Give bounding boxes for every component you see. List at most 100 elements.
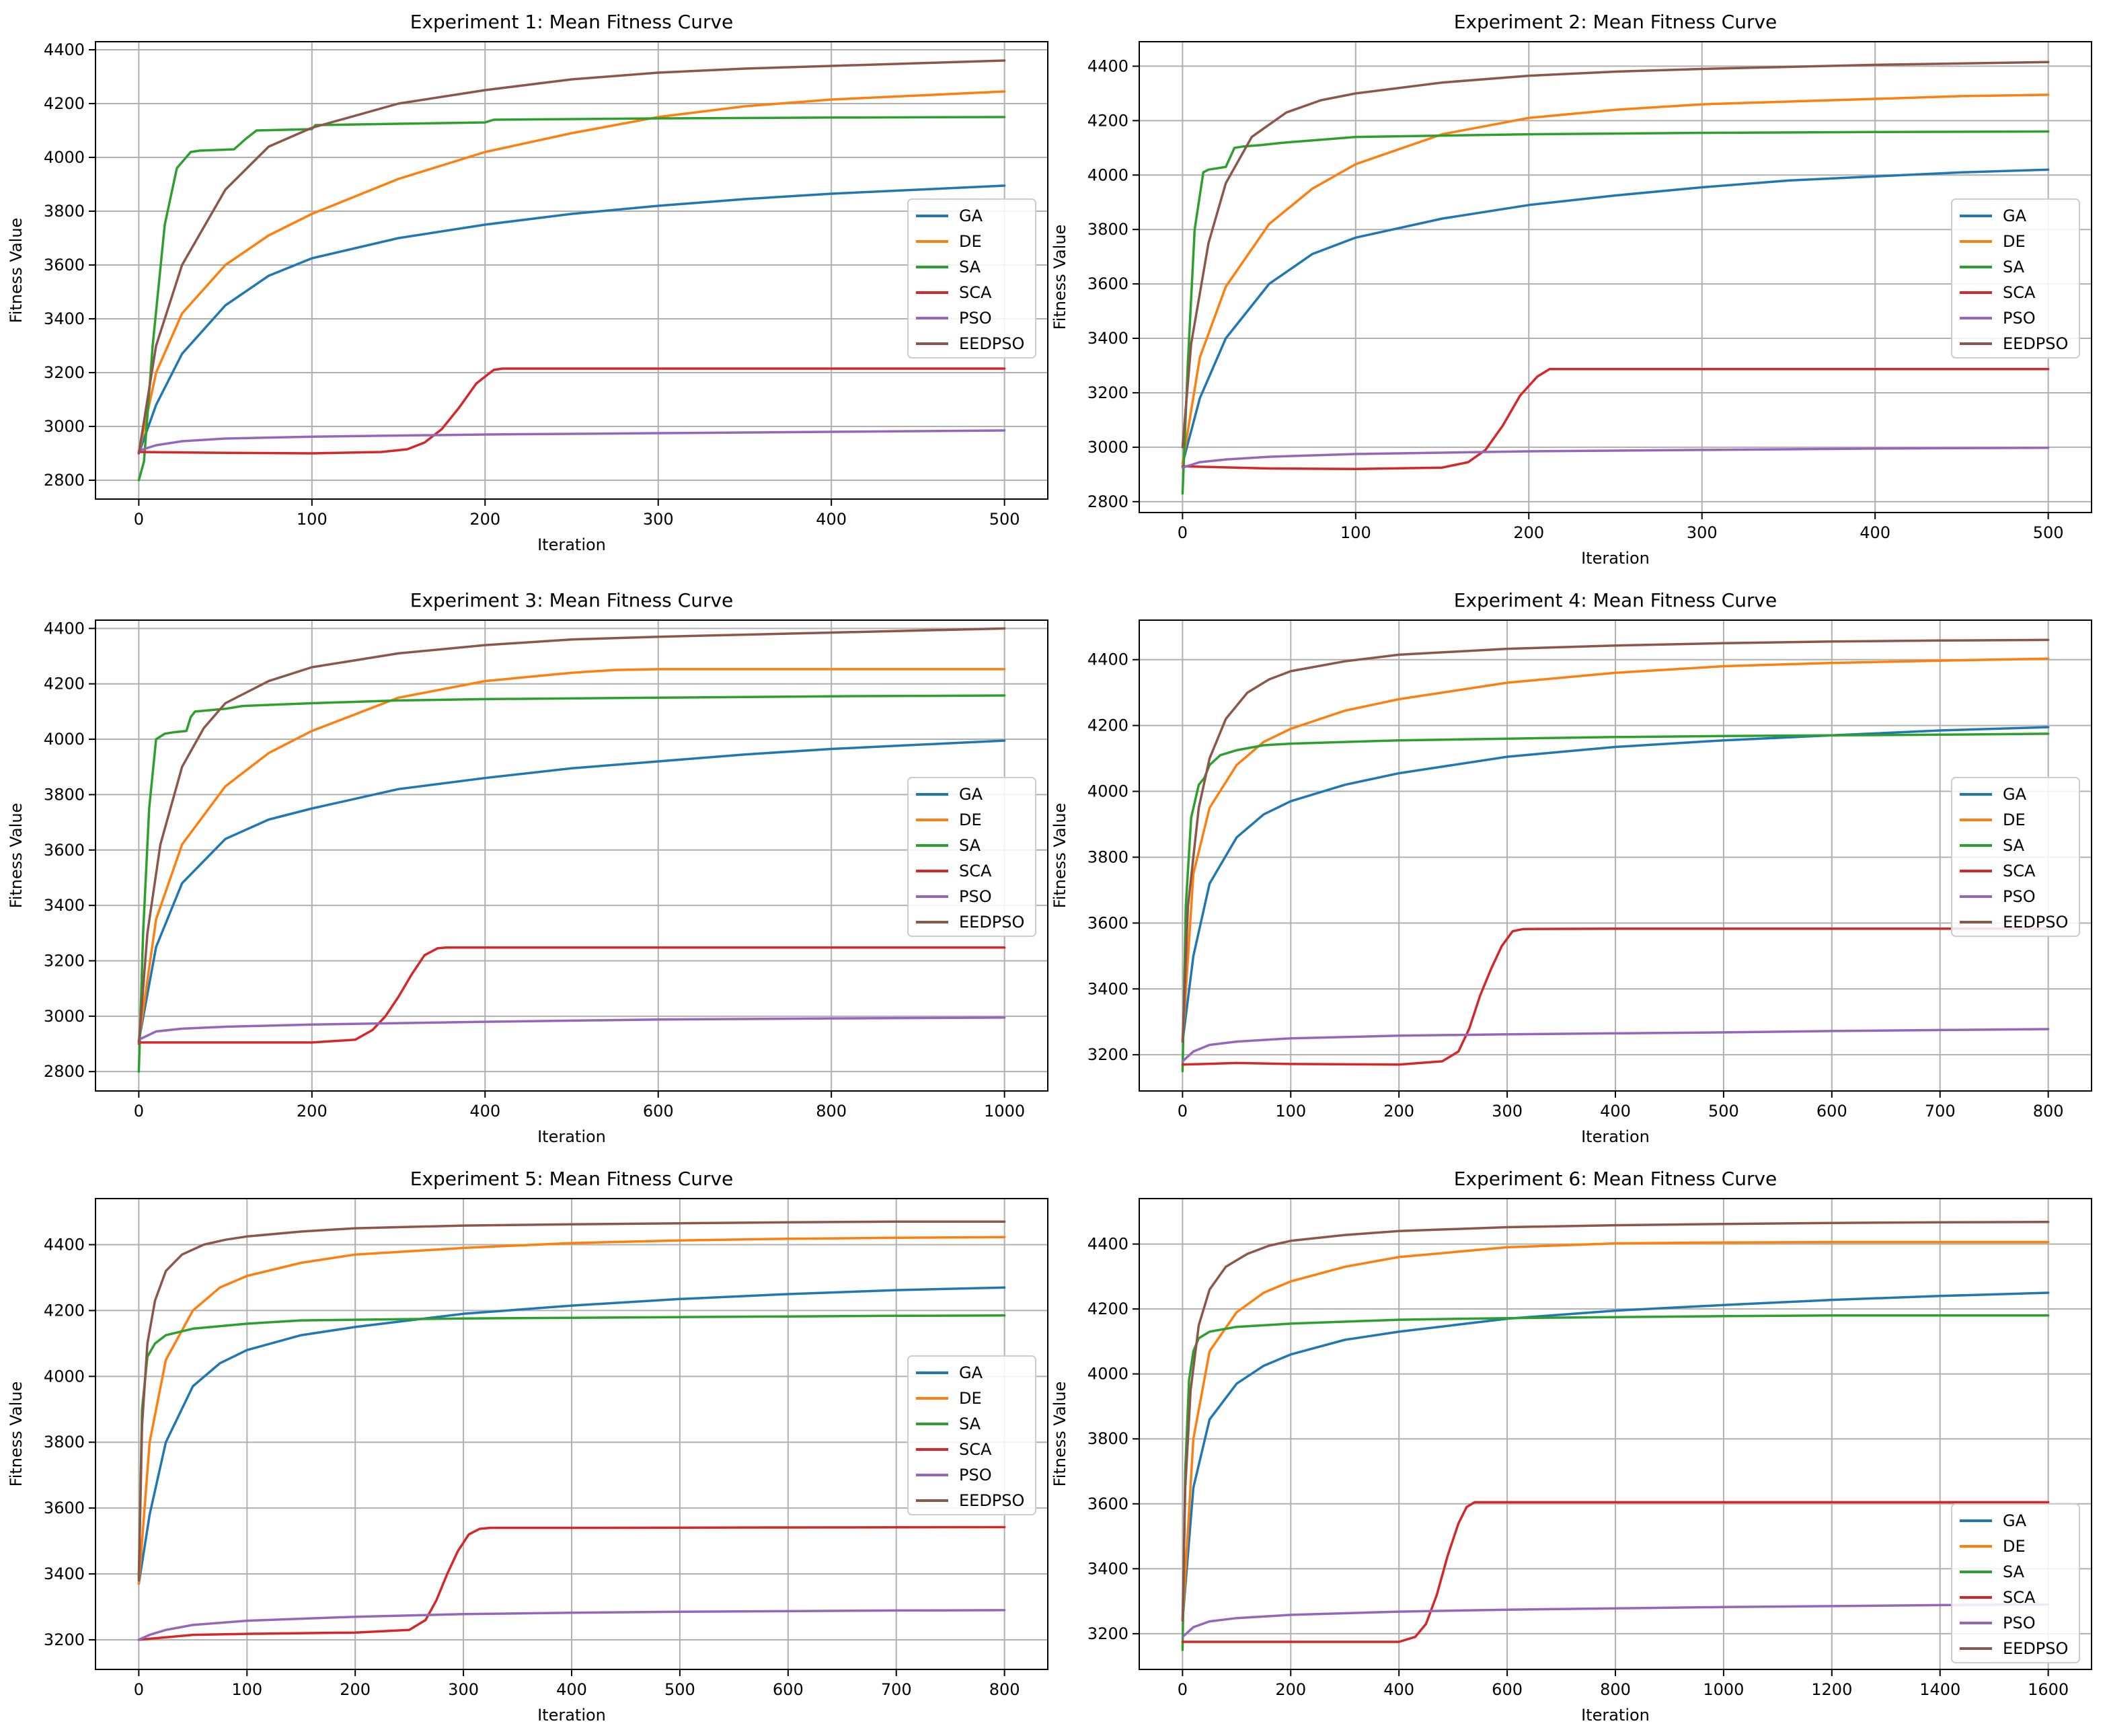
y-tick-label: 3400 [44,896,85,915]
legend-label-sa: SA [2003,258,2025,276]
x-tick-label: 200 [297,1102,328,1121]
y-tick-label: 3200 [1087,1624,1128,1643]
plot-frame [95,1198,1048,1670]
y-tick-label: 4400 [1087,1235,1128,1254]
y-tick-label: 3200 [44,951,85,970]
y-axis-label: Fitness Value [7,218,26,324]
y-tick-label: 3600 [1087,274,1128,293]
x-tick-label: 200 [1513,523,1544,542]
legend: GA DE SA SCA PSO EEDPSO [907,1355,1036,1515]
y-tick-label: 3400 [1087,329,1128,348]
chart-title: Experiment 1: Mean Fitness Curve [410,11,734,33]
grid [1139,1199,2092,1669]
grid [1139,620,2092,1091]
series-group [1181,1221,2050,1651]
y-tick-label: 3800 [44,785,85,804]
legend: GA DE SA SCA PSO EEDPSO [1951,1503,2080,1663]
y-axis-label: Fitness Value [1050,1382,1069,1487]
series-line-sa [1181,130,2050,495]
y-tick-label: 3400 [44,1564,85,1583]
chart-experiment-5: Experiment 5: Mean Fitness Curve 0 100 200 3… [7,1168,1048,1725]
x-tick-label: 700 [1925,1102,1956,1121]
series-line-pso [137,1609,1006,1641]
x-tick-label: 200 [340,1680,371,1699]
x-tick-label: 400 [1600,1102,1631,1121]
y-tick-label: 3400 [44,309,85,328]
x-tick-label: 600 [1816,1102,1847,1121]
series-line-sa [1181,1314,2050,1651]
series-line-de [1181,1240,2050,1622]
series-line-eedpso [137,627,1006,1045]
x-tick-label: 1600 [2028,1680,2069,1699]
series-line-eedpso [137,1220,1006,1582]
plot-frame [1139,1198,2092,1670]
legend-label-eedpso: EEDPSO [959,334,1024,353]
y-tick-label: 3600 [44,841,85,860]
x-tick-label: 200 [1383,1102,1414,1121]
legend-label-pso: PSO [959,887,992,906]
legend-label-eedpso: EEDPSO [2003,334,2068,353]
legend-label-ga: GA [2003,785,2027,804]
legend-label-sca: SCA [959,862,992,880]
y-tick-label: 4000 [1087,165,1128,184]
series-line-de [137,668,1006,1043]
y-tick-label: 3800 [1087,1429,1128,1448]
series-group [1181,638,2050,1073]
y-tick-label: 4400 [44,40,85,59]
series-line-pso [1181,1603,2050,1638]
legend-label-de: DE [2003,810,2026,829]
x-tick-label: 400 [1383,1680,1414,1699]
legend-label-de: DE [959,232,982,251]
y-tick-label: 4200 [1087,111,1128,130]
legend-label-ga: GA [959,206,983,225]
y-axis-label: Fitness Value [7,803,26,909]
legend-label-sca: SCA [2003,283,2036,302]
x-tick-label: 300 [1492,1102,1523,1121]
legend-label-eedpso: EEDPSO [2003,1639,2068,1658]
chart-title: Experiment 6: Mean Fitness Curve [1454,1168,1777,1190]
plot-frame [95,619,1048,1092]
series-group [1181,61,2050,495]
x-tick-label: 300 [448,1680,479,1699]
series-line-sca [137,946,1006,1044]
series-line-de [1181,657,2050,1043]
x-axis-label: Iteration [537,1127,606,1146]
legend-label-sa: SA [2003,836,2025,855]
series-line-de [1181,93,2050,465]
y-tick-label: 3200 [1087,383,1128,402]
legend-label-de: DE [959,1389,982,1408]
x-tick-label: 800 [1600,1680,1631,1699]
series-line-sca [137,367,1006,455]
y-tick-label: 4200 [44,94,85,113]
series-line-eedpso [1181,61,2050,449]
legend-label-ga: GA [959,1363,983,1382]
x-tick-label: 800 [816,1102,847,1121]
y-tick-label: 4000 [44,1367,85,1386]
x-tick-label: 800 [2033,1102,2064,1121]
x-tick-label: 300 [1687,523,1718,542]
x-tick-label: 200 [469,510,500,529]
series-line-de [137,1236,1006,1585]
chart-title: Experiment 4: Mean Fitness Curve [1454,589,1777,611]
series-line-sa [137,1314,1006,1579]
series-group [137,627,1006,1073]
x-tick-label: 500 [2033,523,2064,542]
legend-label-sca: SCA [2003,1588,2036,1607]
x-tick-label: 100 [1340,523,1371,542]
y-tick-label: 4400 [1087,56,1128,75]
y-tick-label: 3000 [1087,438,1128,457]
legend-label-sa: SA [959,1414,981,1433]
chart-title: Experiment 3: Mean Fitness Curve [410,589,734,611]
series-group [137,1220,1006,1641]
y-tick-label: 3400 [1087,1559,1128,1578]
y-tick-label: 3000 [44,417,85,436]
series-line-eedpso [137,59,1006,455]
x-tick-label: 100 [231,1680,262,1699]
x-tick-label: 100 [297,510,328,529]
legend-label-de: DE [959,810,982,829]
x-axis-label: Iteration [537,535,606,554]
chart-experiment-3: Experiment 3: Mean Fitness Curve 0 200 400 6… [7,589,1048,1146]
y-tick-label: 2800 [44,1062,85,1081]
x-tick-label: 400 [556,1680,587,1699]
x-tick-label: 400 [816,510,847,529]
